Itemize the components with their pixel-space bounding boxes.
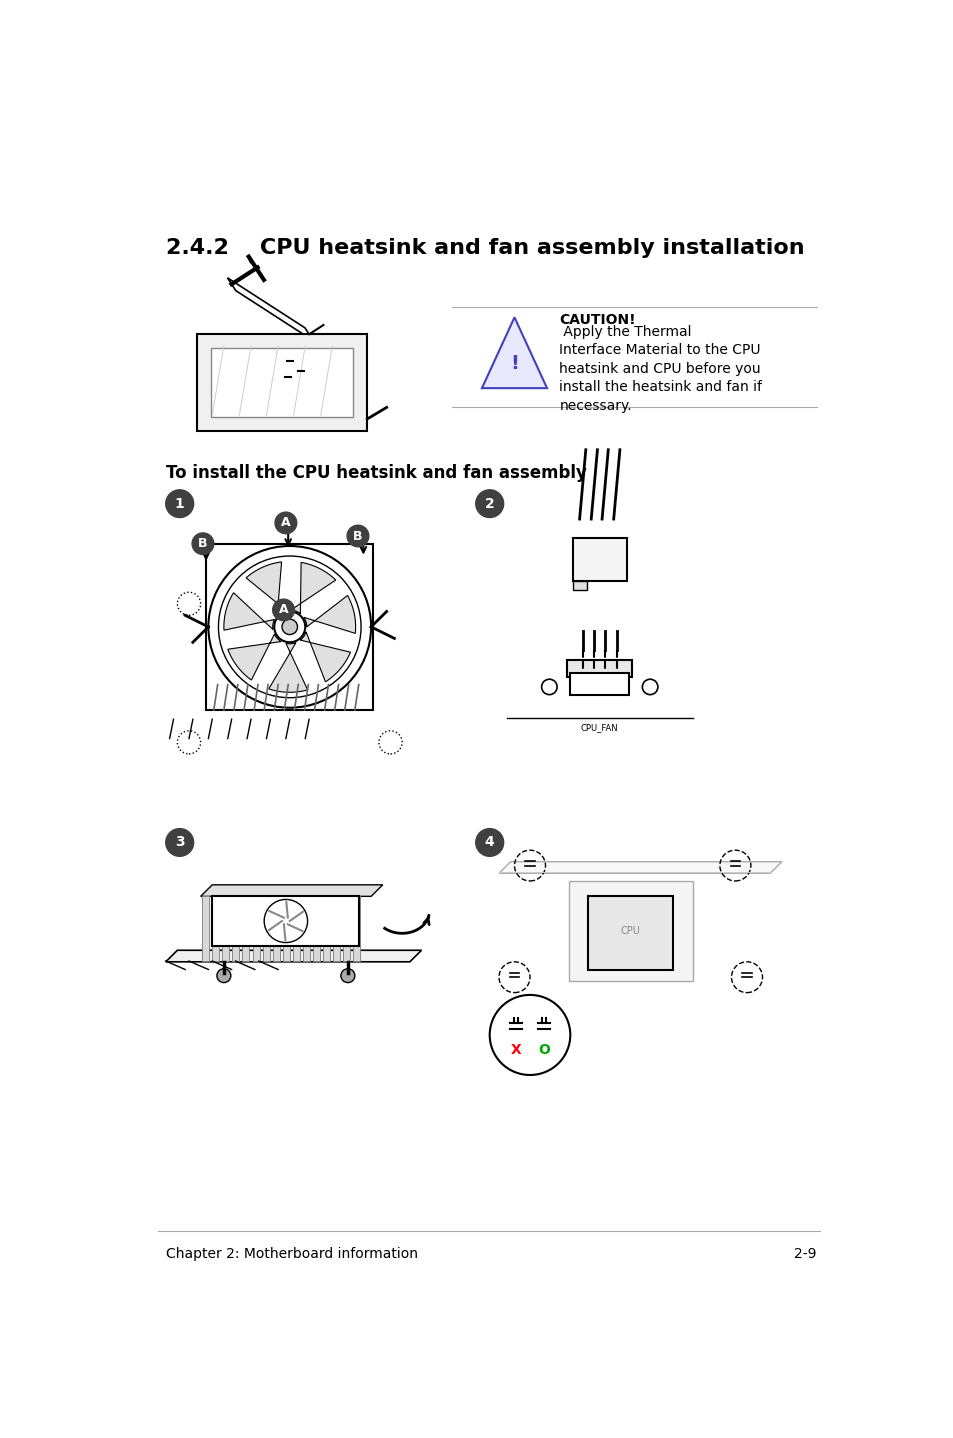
Polygon shape — [481, 318, 546, 388]
Circle shape — [476, 828, 503, 856]
Text: A: A — [281, 516, 291, 529]
Polygon shape — [246, 562, 286, 615]
Text: CAUTION!: CAUTION! — [558, 312, 636, 326]
Text: 3: 3 — [174, 835, 184, 850]
Bar — [587, 896, 673, 969]
Text: CPU_FAN: CPU_FAN — [580, 723, 618, 732]
Text: B: B — [198, 538, 208, 551]
Polygon shape — [498, 861, 781, 873]
Bar — [212, 896, 219, 961]
Bar — [196, 334, 367, 430]
Bar — [242, 896, 249, 961]
Text: Chapter 2: Motherboard information: Chapter 2: Motherboard information — [166, 1247, 417, 1261]
Bar — [212, 896, 359, 946]
Bar — [303, 896, 310, 961]
Text: Apply the Thermal
Interface Material to the CPU
heatsink and CPU before you
inst: Apply the Thermal Interface Material to … — [558, 325, 761, 413]
Polygon shape — [166, 951, 421, 962]
Circle shape — [347, 525, 369, 546]
Polygon shape — [228, 634, 281, 680]
Bar — [572, 581, 586, 590]
Circle shape — [273, 600, 294, 621]
Circle shape — [274, 512, 296, 533]
Text: To install the CPU heatsink and fan assembly: To install the CPU heatsink and fan asse… — [166, 463, 586, 482]
Circle shape — [274, 611, 305, 643]
Bar — [222, 896, 229, 961]
Polygon shape — [227, 278, 313, 341]
Bar — [568, 881, 692, 981]
Text: 2: 2 — [484, 496, 494, 510]
Polygon shape — [224, 592, 274, 630]
Text: B: B — [353, 529, 362, 542]
Text: 2.4.2    CPU heatsink and fan assembly installation: 2.4.2 CPU heatsink and fan assembly inst… — [166, 239, 803, 257]
Circle shape — [192, 533, 213, 555]
Circle shape — [166, 490, 193, 518]
Text: X: X — [510, 1044, 521, 1057]
Bar — [202, 896, 209, 961]
Bar — [282, 896, 290, 961]
Text: A: A — [278, 604, 288, 617]
Bar — [253, 896, 259, 961]
Bar — [343, 896, 350, 961]
Bar — [233, 896, 239, 961]
Polygon shape — [300, 631, 350, 682]
Bar — [293, 896, 299, 961]
Circle shape — [216, 969, 231, 982]
Bar — [206, 544, 373, 710]
Bar — [567, 660, 632, 677]
Circle shape — [166, 828, 193, 856]
Circle shape — [340, 969, 355, 982]
Bar — [572, 538, 626, 581]
Bar — [323, 896, 330, 961]
Polygon shape — [303, 595, 355, 633]
Bar — [333, 896, 340, 961]
Bar — [353, 896, 360, 961]
Text: 1: 1 — [174, 496, 184, 510]
Text: !: ! — [510, 354, 518, 372]
Bar — [313, 896, 319, 961]
Bar — [570, 673, 629, 695]
Bar — [262, 896, 270, 961]
Circle shape — [476, 490, 503, 518]
Text: 4: 4 — [484, 835, 494, 850]
Text: 2-9: 2-9 — [794, 1247, 816, 1261]
Bar — [211, 348, 353, 417]
Text: CPU: CPU — [620, 926, 640, 936]
Bar — [273, 896, 279, 961]
Polygon shape — [200, 884, 382, 896]
Circle shape — [282, 620, 297, 634]
Polygon shape — [269, 643, 308, 692]
Circle shape — [489, 995, 570, 1076]
Text: O: O — [537, 1044, 549, 1057]
Polygon shape — [291, 562, 335, 614]
